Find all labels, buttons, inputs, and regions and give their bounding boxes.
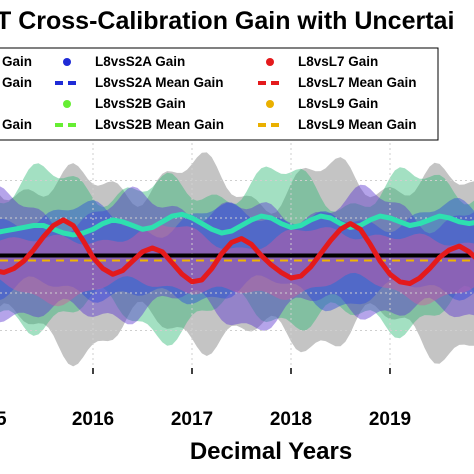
legend-label: L8vsL9 Mean Gain <box>298 117 417 132</box>
series-line-l8vsl7-gain <box>0 217 474 287</box>
legend-label: L8vsL9 Gain <box>298 96 378 111</box>
legend-label: Gain <box>2 117 32 132</box>
legend-label: L8vsS2B Gain <box>95 96 186 111</box>
legend-label: Gain <box>2 54 32 69</box>
legend-marker-dot <box>266 58 274 66</box>
legend-marker-dot <box>63 58 71 66</box>
x-axis-label: Decimal Years <box>190 438 352 465</box>
legend-label: L8vsS2B Mean Gain <box>95 117 224 132</box>
x-tick-label: 2018 <box>270 409 312 430</box>
x-tick-label: 2017 <box>171 409 213 430</box>
legend: Gain L8vsS2A Gain L8vsL7 Gain Gain L8vsS2A M… <box>0 47 439 141</box>
uncertainty-bands <box>0 152 474 367</box>
uncertainty-band <box>0 152 474 367</box>
x-tick-label: 2019 <box>369 409 411 430</box>
legend-label: Gain <box>2 75 32 90</box>
x-tick-label: 5 <box>0 409 7 430</box>
x-tick-label: 2016 <box>72 409 114 430</box>
x-axis-ticks: 5 2016 2017 2018 2019 <box>0 368 411 430</box>
chart-title: T Cross-Calibration Gain with Uncertai <box>0 7 454 35</box>
legend-label: L8vsL7 Mean Gain <box>298 75 417 90</box>
legend-label: L8vsS2A Mean Gain <box>95 75 224 90</box>
legend-label: L8vsS2A Gain <box>95 54 185 69</box>
legend-marker-dot <box>266 100 274 108</box>
series-lines <box>0 211 474 287</box>
legend-label: L8vsL7 Gain <box>298 54 378 69</box>
legend-marker-dot <box>63 100 71 108</box>
uncertainty-band <box>0 224 474 307</box>
